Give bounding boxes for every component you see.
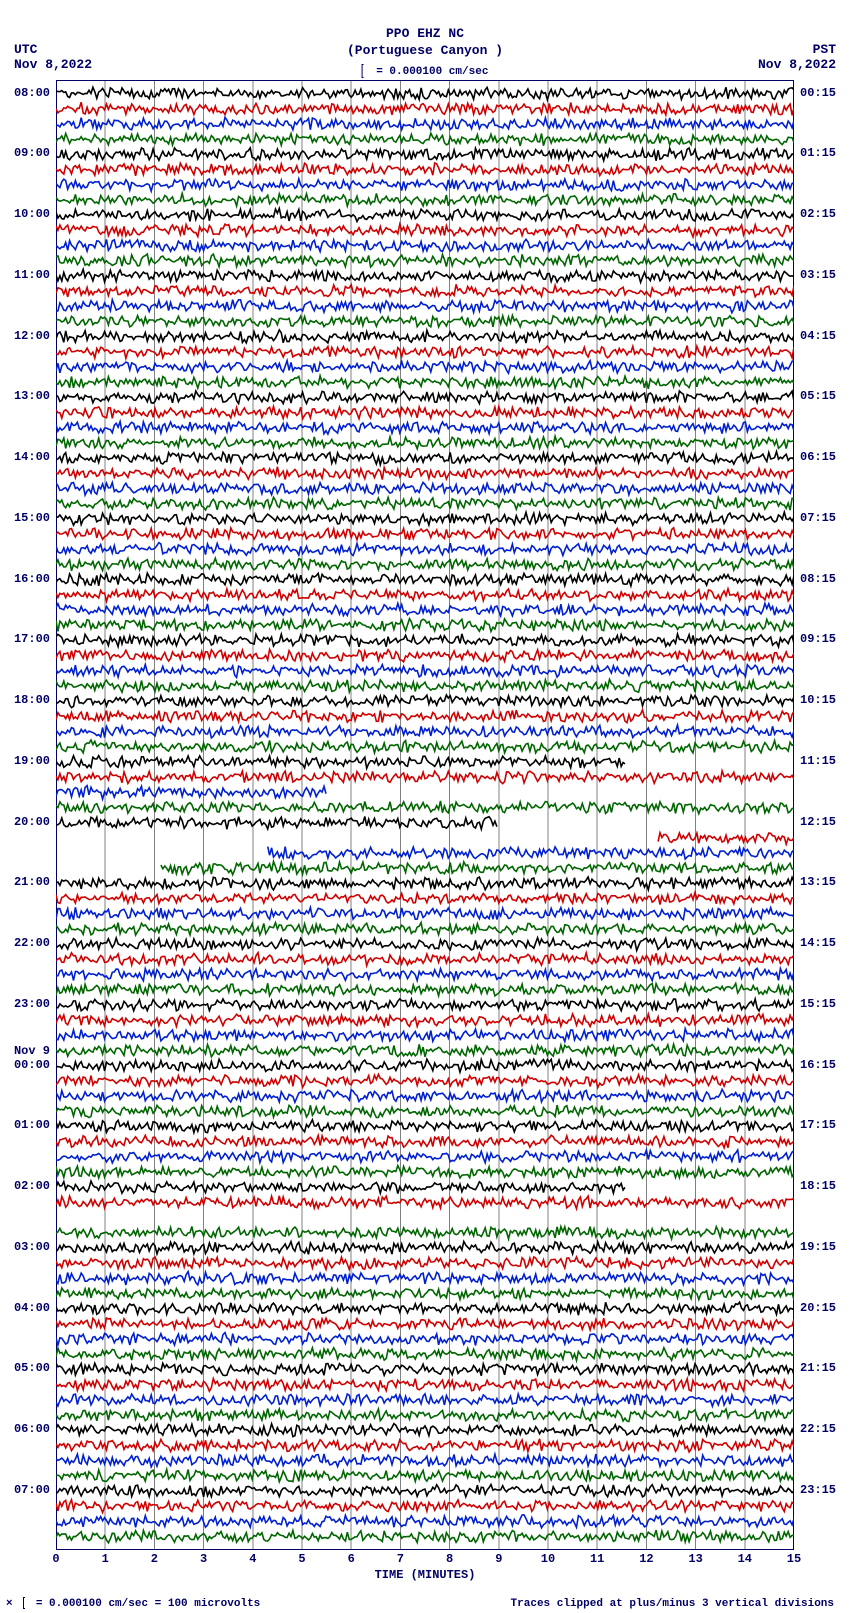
tz-left-label: UTC: [14, 42, 37, 57]
utc-time-label: 17:00: [14, 632, 56, 646]
utc-time-label: 18:00: [14, 693, 56, 707]
x-axis: TIME (MINUTES) 0123456789101112131415: [56, 1550, 794, 1590]
pst-time-label: 15:15: [794, 997, 836, 1011]
utc-time-label: 07:00: [14, 1483, 56, 1497]
x-tick-label: 10: [541, 1552, 555, 1566]
utc-time-label: 10:00: [14, 207, 56, 221]
footer-left-text: = 0.000100 cm/sec = 100 microvolts: [36, 1598, 260, 1610]
utc-time-label: 16:00: [14, 572, 56, 586]
title: PPO EHZ NC (Portuguese Canyon ): [347, 26, 503, 60]
utc-time-label: 06:00: [14, 1422, 56, 1436]
utc-time-label: 03:00: [14, 1240, 56, 1254]
helicorder-plot: 08:0009:0010:0011:0012:0013:0014:0015:00…: [56, 80, 794, 1550]
utc-time-label: 04:00: [14, 1301, 56, 1315]
tz-right-label: PST: [813, 42, 836, 57]
footer-left: × = 0.000100 cm/sec = 100 microvolts: [6, 1597, 260, 1610]
pst-time-label: 06:15: [794, 450, 836, 464]
pst-time-label: 00:15: [794, 86, 836, 100]
pst-time-label: 22:15: [794, 1422, 836, 1436]
pst-time-label: 10:15: [794, 693, 836, 707]
utc-time-label: 08:00: [14, 86, 56, 100]
utc-time-label: 00:00: [14, 1058, 56, 1072]
scale-bar-icon: [362, 64, 364, 78]
pst-time-label: 20:15: [794, 1301, 836, 1315]
scale-bar-icon: [23, 1597, 25, 1609]
footer-right: Traces clipped at plus/minus 3 vertical …: [511, 1598, 834, 1610]
helicorder-svg: [56, 80, 794, 1550]
utc-time-label: 05:00: [14, 1361, 56, 1375]
utc-time-label: 20:00: [14, 815, 56, 829]
scale-note: = 0.000100 cm/sec: [362, 64, 489, 78]
utc-time-label: 22:00: [14, 936, 56, 950]
x-tick-label: 5: [298, 1552, 305, 1566]
station-line: PPO EHZ NC: [347, 26, 503, 43]
pst-time-label: 03:15: [794, 268, 836, 282]
x-tick-label: 14: [738, 1552, 752, 1566]
x-tick-label: 13: [688, 1552, 702, 1566]
x-tick-label: 0: [52, 1552, 59, 1566]
tz-left-date: Nov 8,2022: [14, 57, 92, 72]
date-marker: Nov 9: [14, 1044, 56, 1058]
x-tick-label: 2: [151, 1552, 158, 1566]
utc-time-label: 14:00: [14, 450, 56, 464]
pst-time-label: 05:15: [794, 389, 836, 403]
location-line: (Portuguese Canyon ): [347, 43, 503, 60]
pst-time-label: 11:15: [794, 754, 836, 768]
utc-time-label: 11:00: [14, 268, 56, 282]
pst-time-label: 19:15: [794, 1240, 836, 1254]
pst-time-label: 23:15: [794, 1483, 836, 1497]
utc-time-label: 09:00: [14, 146, 56, 160]
footer: × = 0.000100 cm/sec = 100 microvolts Tra…: [6, 1590, 844, 1612]
x-tick-label: 6: [348, 1552, 355, 1566]
x-tick-label: 8: [446, 1552, 453, 1566]
x-tick-label: 1: [102, 1552, 109, 1566]
x-tick-label: 11: [590, 1552, 604, 1566]
pst-time-label: 13:15: [794, 875, 836, 889]
x-tick-label: 15: [787, 1552, 801, 1566]
pst-time-label: 14:15: [794, 936, 836, 950]
pst-time-label: 04:15: [794, 329, 836, 343]
x-tick-label: 9: [495, 1552, 502, 1566]
scale-text: = 0.000100 cm/sec: [376, 66, 488, 78]
pst-time-label: 21:15: [794, 1361, 836, 1375]
utc-time-label: 13:00: [14, 389, 56, 403]
pst-time-label: 18:15: [794, 1179, 836, 1193]
utc-time-label: 19:00: [14, 754, 56, 768]
utc-time-label: 15:00: [14, 511, 56, 525]
pst-time-label: 02:15: [794, 207, 836, 221]
footer-prefix: ×: [6, 1598, 13, 1610]
pst-time-label: 09:15: [794, 632, 836, 646]
pst-time-label: 12:15: [794, 815, 836, 829]
utc-time-label: 23:00: [14, 997, 56, 1011]
x-tick-label: 3: [200, 1552, 207, 1566]
tz-left: UTC Nov 8,2022: [14, 42, 92, 72]
pst-time-label: 07:15: [794, 511, 836, 525]
header: UTC Nov 8,2022 PPO EHZ NC (Portuguese Ca…: [0, 0, 850, 80]
pst-time-label: 01:15: [794, 146, 836, 160]
utc-time-label: 21:00: [14, 875, 56, 889]
utc-time-label: 01:00: [14, 1118, 56, 1132]
tz-right-date: Nov 8,2022: [758, 57, 836, 72]
pst-time-label: 08:15: [794, 572, 836, 586]
x-tick-label: 4: [249, 1552, 256, 1566]
utc-time-label: 02:00: [14, 1179, 56, 1193]
pst-time-label: 16:15: [794, 1058, 836, 1072]
x-axis-label: TIME (MINUTES): [375, 1568, 476, 1582]
utc-time-label: 12:00: [14, 329, 56, 343]
pst-time-label: 17:15: [794, 1118, 836, 1132]
x-tick-label: 7: [397, 1552, 404, 1566]
tz-right: PST Nov 8,2022: [758, 42, 836, 72]
x-tick-label: 12: [639, 1552, 653, 1566]
